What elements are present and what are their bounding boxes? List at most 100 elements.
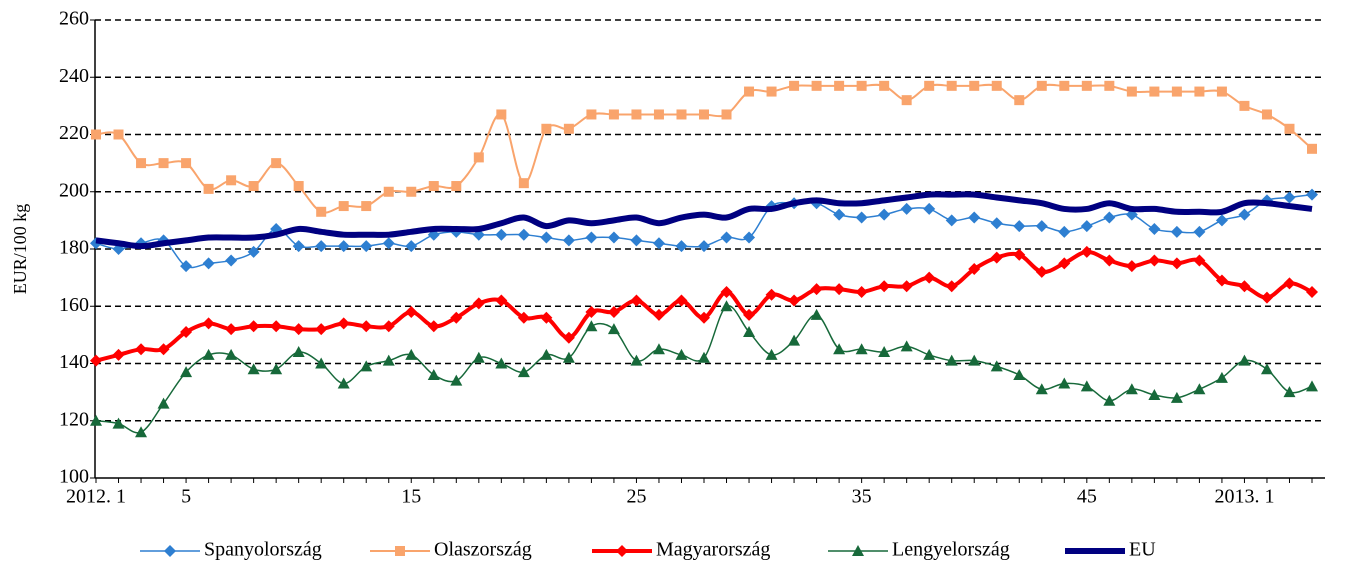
marker	[337, 317, 350, 330]
marker	[1283, 277, 1296, 290]
series-line	[95, 83, 1313, 214]
marker	[901, 95, 912, 106]
marker	[562, 331, 575, 344]
marker	[563, 123, 574, 134]
marker	[1216, 86, 1227, 97]
marker	[135, 426, 148, 438]
marker	[923, 202, 936, 215]
marker	[1014, 95, 1025, 106]
marker	[292, 323, 305, 336]
marker	[698, 311, 710, 324]
marker	[1307, 143, 1317, 154]
marker	[878, 280, 891, 293]
marker	[698, 351, 710, 363]
marker	[1059, 80, 1070, 91]
marker	[292, 346, 305, 358]
marker	[968, 354, 981, 366]
marker	[1283, 386, 1296, 398]
legend-label: Lengyelország	[892, 539, 1010, 561]
marker	[270, 320, 283, 333]
marker	[202, 317, 215, 330]
marker	[271, 158, 282, 169]
marker	[1306, 188, 1318, 201]
marker	[788, 294, 801, 307]
y-tick-label: 140	[59, 351, 89, 373]
marker	[923, 348, 936, 360]
marker	[945, 280, 958, 293]
marker	[540, 311, 553, 324]
marker	[360, 240, 373, 253]
marker	[1170, 257, 1183, 270]
y-tick-label: 120	[59, 408, 89, 430]
marker	[450, 374, 463, 386]
marker	[427, 368, 440, 380]
marker	[743, 308, 756, 321]
marker	[158, 158, 169, 169]
marker	[90, 414, 102, 426]
marker	[270, 363, 283, 375]
marker	[180, 260, 193, 273]
marker	[157, 397, 170, 409]
y-tick-label: 100	[59, 466, 89, 488]
marker	[856, 80, 867, 91]
marker	[338, 201, 349, 212]
marker	[630, 354, 643, 366]
marker	[990, 251, 1003, 264]
marker	[315, 240, 328, 253]
marker	[766, 86, 777, 97]
marker	[1193, 254, 1206, 267]
marker	[699, 109, 709, 120]
marker	[675, 240, 688, 253]
marker	[540, 348, 553, 360]
marker	[315, 357, 328, 369]
marker	[1171, 86, 1182, 97]
marker	[585, 305, 598, 318]
marker	[607, 305, 620, 318]
marker	[720, 300, 733, 312]
marker	[968, 263, 981, 276]
series-line	[95, 191, 1313, 250]
marker	[653, 109, 664, 120]
y-tick-label: 240	[59, 65, 89, 87]
marker	[1104, 80, 1115, 91]
marker	[833, 283, 846, 296]
marker	[1149, 86, 1160, 97]
marker	[879, 80, 890, 91]
marker	[1194, 86, 1205, 97]
marker	[1238, 354, 1251, 366]
marker	[1306, 285, 1318, 298]
legend-label: EU	[1129, 539, 1156, 561]
marker	[248, 181, 259, 192]
legend-label: Olaszország	[434, 539, 532, 561]
marker	[113, 129, 124, 140]
marker	[292, 240, 305, 253]
x-tick-label: 25	[626, 486, 646, 508]
marker	[789, 80, 800, 91]
marker	[496, 109, 507, 120]
marker	[1306, 380, 1318, 392]
marker	[1284, 123, 1295, 134]
marker	[383, 186, 394, 197]
y-tick-label: 200	[59, 179, 89, 201]
marker	[1013, 368, 1026, 380]
marker	[878, 346, 891, 358]
marker	[765, 288, 778, 301]
marker	[900, 202, 913, 215]
marker	[852, 545, 864, 556]
marker	[765, 348, 778, 360]
marker	[607, 231, 620, 244]
marker	[991, 80, 1002, 91]
marker	[923, 271, 936, 284]
marker	[945, 214, 958, 227]
marker	[585, 231, 598, 244]
marker	[361, 201, 372, 212]
marker	[316, 206, 327, 217]
marker	[135, 343, 148, 356]
marker	[675, 348, 688, 360]
marker	[495, 357, 508, 369]
marker	[1148, 254, 1161, 267]
marker	[833, 343, 846, 355]
marker	[1036, 80, 1047, 91]
marker	[855, 211, 868, 224]
marker	[924, 80, 935, 91]
